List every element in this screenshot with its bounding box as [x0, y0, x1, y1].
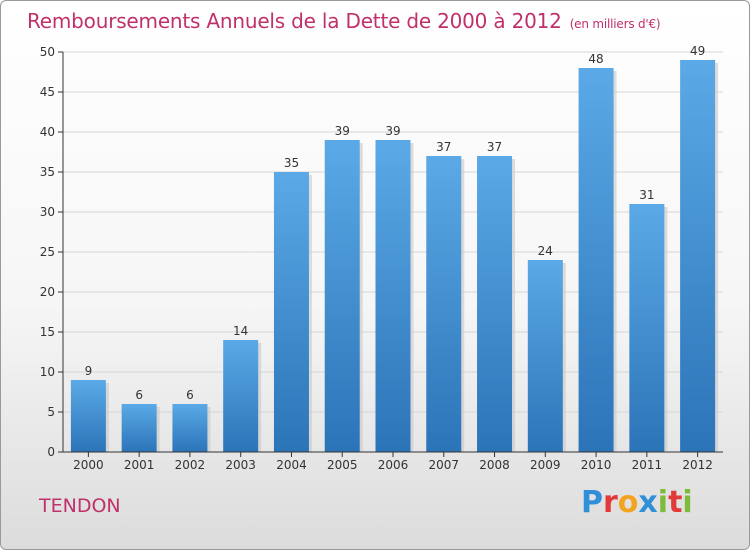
y-tick-label: 0	[47, 445, 55, 459]
data-label-2001: 6	[135, 388, 143, 402]
data-label-2007: 37	[436, 140, 451, 154]
bar-2002	[172, 404, 208, 452]
x-tick-label: 2012	[682, 458, 713, 472]
logo-letter: o	[617, 485, 639, 520]
y-tick-label: 25	[40, 245, 55, 259]
data-label-2011: 31	[639, 188, 654, 202]
data-label-2009: 24	[538, 244, 553, 258]
bar-2012	[680, 60, 716, 452]
bar-2005	[324, 140, 360, 452]
bar-2000	[70, 380, 106, 452]
data-label-2005: 39	[335, 124, 350, 138]
y-tick-label: 10	[40, 365, 55, 379]
data-label-2003: 14	[233, 324, 248, 338]
y-tick-label: 35	[40, 165, 55, 179]
x-tick-label: 2009	[530, 458, 561, 472]
x-tick-label: 2003	[225, 458, 256, 472]
bar-2004	[273, 172, 309, 452]
data-label-2010: 48	[588, 52, 603, 66]
x-tick-label: 2000	[73, 458, 104, 472]
x-tick-label: 2002	[175, 458, 206, 472]
bar-2010	[578, 68, 614, 452]
logo-letter: t	[668, 485, 683, 520]
y-tick-label: 40	[40, 125, 55, 139]
x-tick-label: 2008	[479, 458, 510, 472]
y-tick-label: 5	[47, 405, 55, 419]
logo-letter: x	[638, 485, 658, 520]
y-tick-label: 30	[40, 205, 55, 219]
x-axis: 2000 2001 2002 2003 2004 2005 2006 2007 2008 2009…	[63, 451, 723, 472]
data-label-2000: 9	[85, 364, 93, 378]
data-label-2012: 49	[690, 44, 705, 58]
bar-2011	[629, 204, 665, 452]
y-tick-label: 20	[40, 285, 55, 299]
data-label-2004: 35	[284, 156, 299, 170]
x-tick-label: 2010	[581, 458, 612, 472]
chart-title: Remboursements Annuels de la Dette de 20…	[27, 9, 661, 33]
x-tick-label: 2011	[632, 458, 663, 472]
bar-2008	[477, 156, 513, 452]
logo-letter: r	[603, 485, 618, 520]
data-label-2002: 6	[186, 388, 194, 402]
y-tick-label: 50	[40, 45, 55, 59]
y-axis: 0 5 10 15 20 25 30 35 40 45 50	[40, 45, 64, 459]
y-tick-label: 45	[40, 85, 55, 99]
x-tick-label: 2004	[276, 458, 307, 472]
proxiti-logo: Proxiti	[581, 485, 693, 520]
logo-letter: P	[581, 485, 603, 520]
bar-2001	[121, 404, 157, 452]
chart-title-text: Remboursements Annuels de la Dette de 20…	[27, 9, 562, 33]
x-tick-label: 2005	[327, 458, 358, 472]
data-label-2008: 37	[487, 140, 502, 154]
bar-2007	[426, 156, 462, 452]
y-tick-label: 15	[40, 325, 55, 339]
bar-2006	[375, 140, 411, 452]
x-tick-label: 2007	[428, 458, 459, 472]
bars: 9 6 6 14 35 39 39 37 37 24 48 31 49	[70, 44, 719, 452]
bar-2003	[223, 340, 259, 452]
chart-unit: (en milliers d'€)	[569, 17, 661, 31]
data-label-2006: 39	[385, 124, 400, 138]
bar-2009	[527, 260, 563, 452]
logo-letter: i	[657, 485, 669, 520]
x-tick-label: 2006	[378, 458, 409, 472]
logo-letter: i	[682, 485, 693, 520]
x-tick-label: 2001	[124, 458, 155, 472]
commune-name: TENDON	[39, 495, 121, 517]
